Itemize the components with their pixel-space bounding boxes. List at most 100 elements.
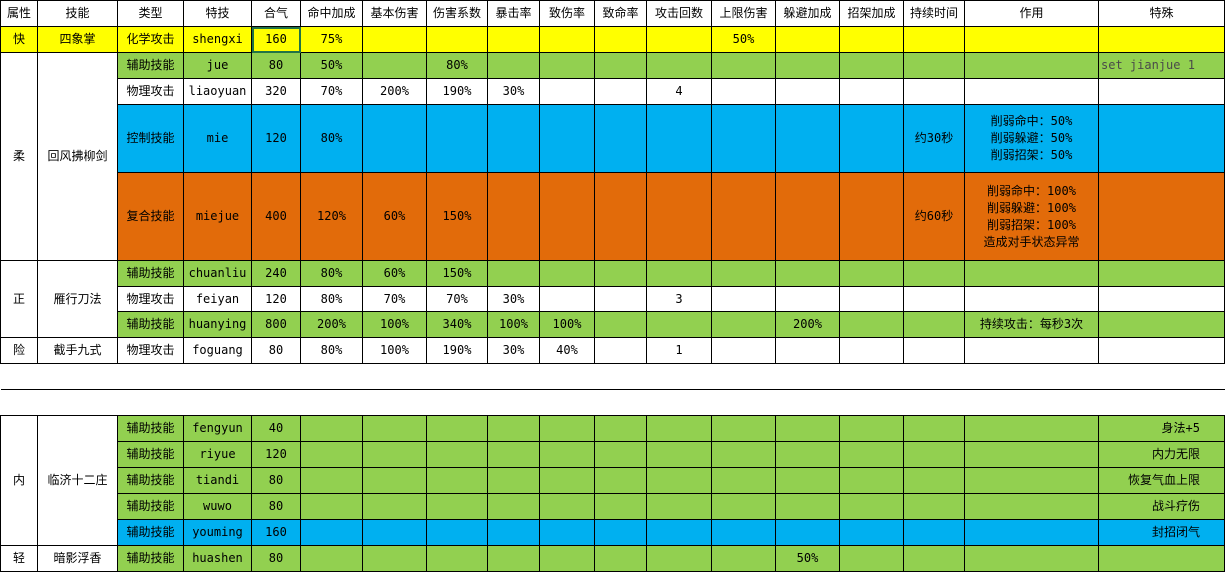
injury-rate-cell[interactable]: 100% [539, 311, 595, 338]
empty-cell[interactable] [117, 389, 184, 416]
effect-cell[interactable] [964, 415, 1099, 442]
hit-bonus-cell[interactable] [300, 519, 363, 546]
damage-cap-cell[interactable]: 50% [711, 26, 776, 53]
type-cell[interactable]: 复合技能 [117, 172, 184, 261]
type-cell[interactable]: 辅助技能 [117, 493, 184, 520]
damage-cap-cell[interactable] [711, 467, 776, 494]
parry-bonus-cell[interactable] [839, 104, 904, 173]
empty-cell[interactable] [964, 389, 1099, 416]
heqi-cell[interactable]: 400 [251, 172, 301, 261]
empty-cell[interactable] [487, 389, 540, 416]
duration-cell[interactable]: 约60秒 [903, 172, 965, 261]
empty-cell[interactable] [362, 363, 427, 390]
crit-rate-cell[interactable] [487, 26, 540, 53]
damage-cap-cell[interactable] [711, 493, 776, 520]
duration-cell[interactable]: 约30秒 [903, 104, 965, 173]
crit-rate-cell[interactable] [487, 104, 540, 173]
injury-rate-cell[interactable] [539, 172, 595, 261]
empty-cell[interactable] [0, 389, 38, 416]
crit-rate-cell[interactable] [487, 493, 540, 520]
duration-cell[interactable] [903, 441, 965, 468]
hit-bonus-cell[interactable]: 50% [300, 52, 363, 79]
column-header[interactable]: 致伤率 [539, 0, 595, 27]
fatal-rate-cell[interactable] [594, 415, 647, 442]
type-cell[interactable]: 物理攻击 [117, 286, 184, 312]
duration-cell[interactable] [903, 26, 965, 53]
base-damage-cell[interactable]: 200% [362, 78, 427, 105]
empty-cell[interactable] [183, 389, 252, 416]
damage-coef-cell[interactable] [426, 26, 488, 53]
skill-name-cell[interactable]: 截手九式 [37, 337, 118, 364]
empty-cell[interactable] [539, 389, 595, 416]
injury-rate-cell[interactable] [539, 52, 595, 79]
base-damage-cell[interactable] [362, 545, 427, 572]
heqi-cell[interactable]: 80 [251, 467, 301, 494]
type-cell[interactable]: 辅助技能 [117, 441, 184, 468]
injury-rate-cell[interactable] [539, 545, 595, 572]
crit-rate-cell[interactable] [487, 415, 540, 442]
duration-cell[interactable] [903, 311, 965, 338]
attack-count-cell[interactable]: 4 [646, 78, 712, 105]
trick-cell[interactable]: fengyun [183, 415, 252, 442]
crit-rate-cell[interactable]: 30% [487, 78, 540, 105]
attack-count-cell[interactable] [646, 311, 712, 338]
special-cell[interactable] [1098, 286, 1225, 312]
base-damage-cell[interactable]: 100% [362, 311, 427, 338]
empty-cell[interactable] [903, 389, 965, 416]
parry-bonus-cell[interactable] [839, 545, 904, 572]
hit-bonus-cell[interactable]: 120% [300, 172, 363, 261]
parry-bonus-cell[interactable] [839, 467, 904, 494]
type-cell[interactable]: 物理攻击 [117, 337, 184, 364]
special-cell[interactable]: 内力无限 [1098, 441, 1225, 468]
empty-cell[interactable] [839, 389, 904, 416]
duration-cell[interactable] [903, 52, 965, 79]
base-damage-cell[interactable] [362, 26, 427, 53]
duration-cell[interactable] [903, 337, 965, 364]
heqi-cell[interactable]: 40 [251, 415, 301, 442]
effect-cell[interactable] [964, 260, 1099, 287]
effect-cell[interactable] [964, 545, 1099, 572]
injury-rate-cell[interactable]: 40% [539, 337, 595, 364]
column-header[interactable]: 类型 [117, 0, 184, 27]
base-damage-cell[interactable]: 60% [362, 172, 427, 261]
dodge-bonus-cell[interactable] [775, 104, 840, 173]
parry-bonus-cell[interactable] [839, 311, 904, 338]
effect-cell[interactable] [964, 467, 1099, 494]
skill-name-cell[interactable]: 临济十二庄 [37, 415, 118, 546]
attack-count-cell[interactable]: 1 [646, 337, 712, 364]
dodge-bonus-cell[interactable]: 200% [775, 311, 840, 338]
heqi-cell[interactable]: 240 [251, 260, 301, 287]
attack-count-cell[interactable] [646, 260, 712, 287]
column-header[interactable]: 持续时间 [903, 0, 965, 27]
crit-rate-cell[interactable]: 30% [487, 337, 540, 364]
empty-cell[interactable] [300, 363, 363, 390]
parry-bonus-cell[interactable] [839, 52, 904, 79]
effect-cell[interactable] [964, 337, 1099, 364]
column-header[interactable]: 上限伤害 [711, 0, 776, 27]
base-damage-cell[interactable] [362, 104, 427, 173]
type-cell[interactable]: 辅助技能 [117, 415, 184, 442]
dodge-bonus-cell[interactable] [775, 415, 840, 442]
empty-cell[interactable] [775, 389, 840, 416]
attack-count-cell[interactable] [646, 493, 712, 520]
effect-cell[interactable] [964, 78, 1099, 105]
empty-cell[interactable] [37, 389, 118, 416]
dodge-bonus-cell[interactable]: 50% [775, 545, 840, 572]
type-cell[interactable]: 辅助技能 [117, 545, 184, 572]
fatal-rate-cell[interactable] [594, 286, 647, 312]
empty-cell[interactable] [426, 363, 488, 390]
empty-cell[interactable] [646, 389, 712, 416]
empty-cell[interactable] [711, 363, 776, 390]
empty-cell[interactable] [839, 363, 904, 390]
empty-cell[interactable] [426, 389, 488, 416]
heqi-cell[interactable]: 160 [251, 26, 301, 53]
hit-bonus-cell[interactable]: 80% [300, 104, 363, 173]
effect-cell[interactable] [964, 441, 1099, 468]
base-damage-cell[interactable]: 100% [362, 337, 427, 364]
attribute-cell[interactable]: 快 [0, 26, 38, 53]
injury-rate-cell[interactable] [539, 467, 595, 494]
trick-cell[interactable]: liaoyuan [183, 78, 252, 105]
special-cell[interactable]: 身法+5 [1098, 415, 1225, 442]
type-cell[interactable]: 辅助技能 [117, 519, 184, 546]
fatal-rate-cell[interactable] [594, 311, 647, 338]
